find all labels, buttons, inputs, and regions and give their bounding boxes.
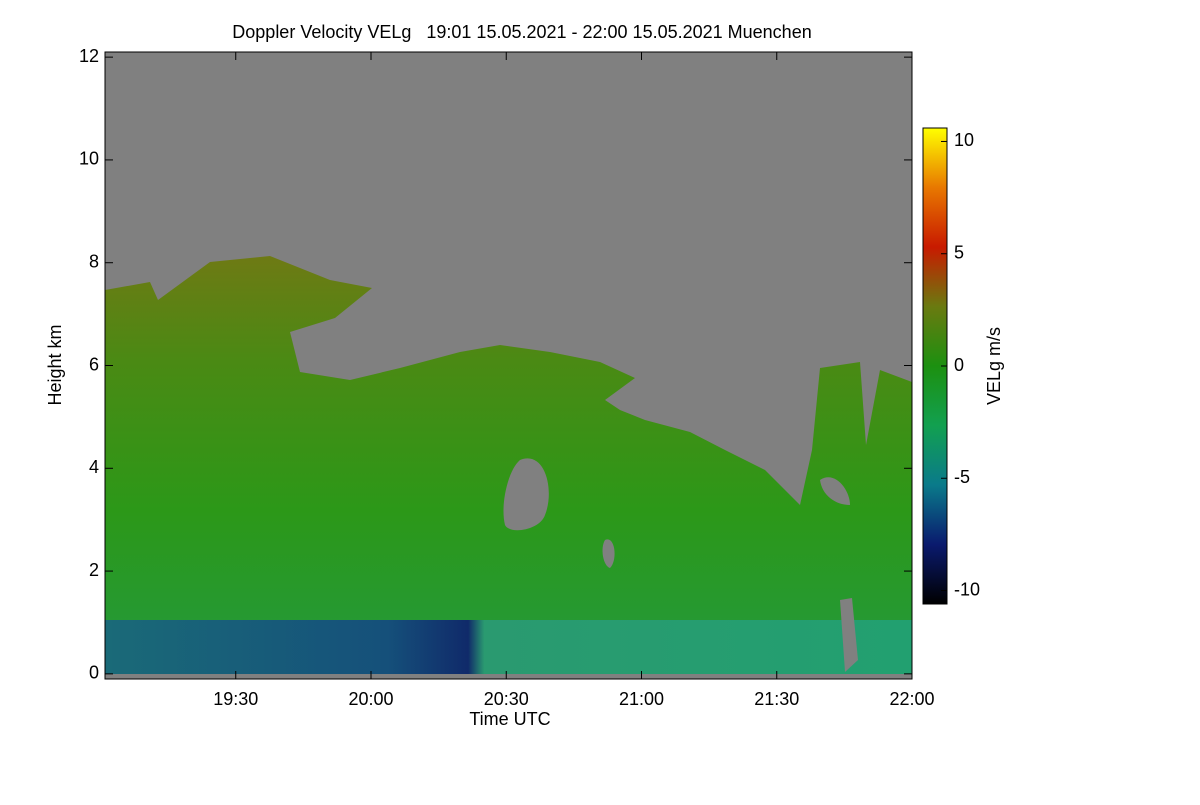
x-tick-label: 21:00 bbox=[619, 689, 664, 709]
x-tick-label: 20:30 bbox=[484, 689, 529, 709]
y-axis-label: Height km bbox=[45, 324, 65, 405]
y-tick-label: 4 bbox=[89, 457, 99, 477]
y-tick-label: 2 bbox=[89, 560, 99, 580]
colorbar-label: VELg m/s bbox=[984, 327, 1004, 405]
boundary-layer bbox=[105, 620, 912, 674]
cloud-gap bbox=[602, 539, 615, 568]
y-tick-label: 12 bbox=[79, 46, 99, 66]
velocity-field bbox=[105, 52, 912, 679]
y-tick-label: 8 bbox=[89, 251, 99, 271]
cloud-gap bbox=[820, 477, 850, 505]
colorbar-tick-label: 10 bbox=[954, 130, 974, 150]
cloud-region bbox=[105, 256, 912, 679]
x-axis-label: Time UTC bbox=[469, 709, 550, 729]
x-tick-label: 21:30 bbox=[754, 689, 799, 709]
colorbar-tick-label: 5 bbox=[954, 242, 964, 262]
x-tick-label: 22:00 bbox=[889, 689, 934, 709]
cloud-gap bbox=[840, 598, 858, 672]
y-tick-label: 10 bbox=[79, 149, 99, 169]
no-signal-area bbox=[105, 674, 912, 679]
y-tick-label: 0 bbox=[89, 663, 99, 683]
colorbar-tick-label: -10 bbox=[954, 579, 980, 599]
x-tick-label: 20:00 bbox=[348, 689, 393, 709]
y-tick-label: 6 bbox=[89, 354, 99, 374]
chart-title: Doppler Velocity VELg 19:01 15.05.2021 -… bbox=[232, 22, 811, 42]
colorbar-tick-label: 0 bbox=[954, 355, 964, 375]
colorbar-tick-label: -5 bbox=[954, 467, 970, 487]
x-tick-label: 19:30 bbox=[213, 689, 258, 709]
cloud-gap bbox=[503, 458, 549, 531]
